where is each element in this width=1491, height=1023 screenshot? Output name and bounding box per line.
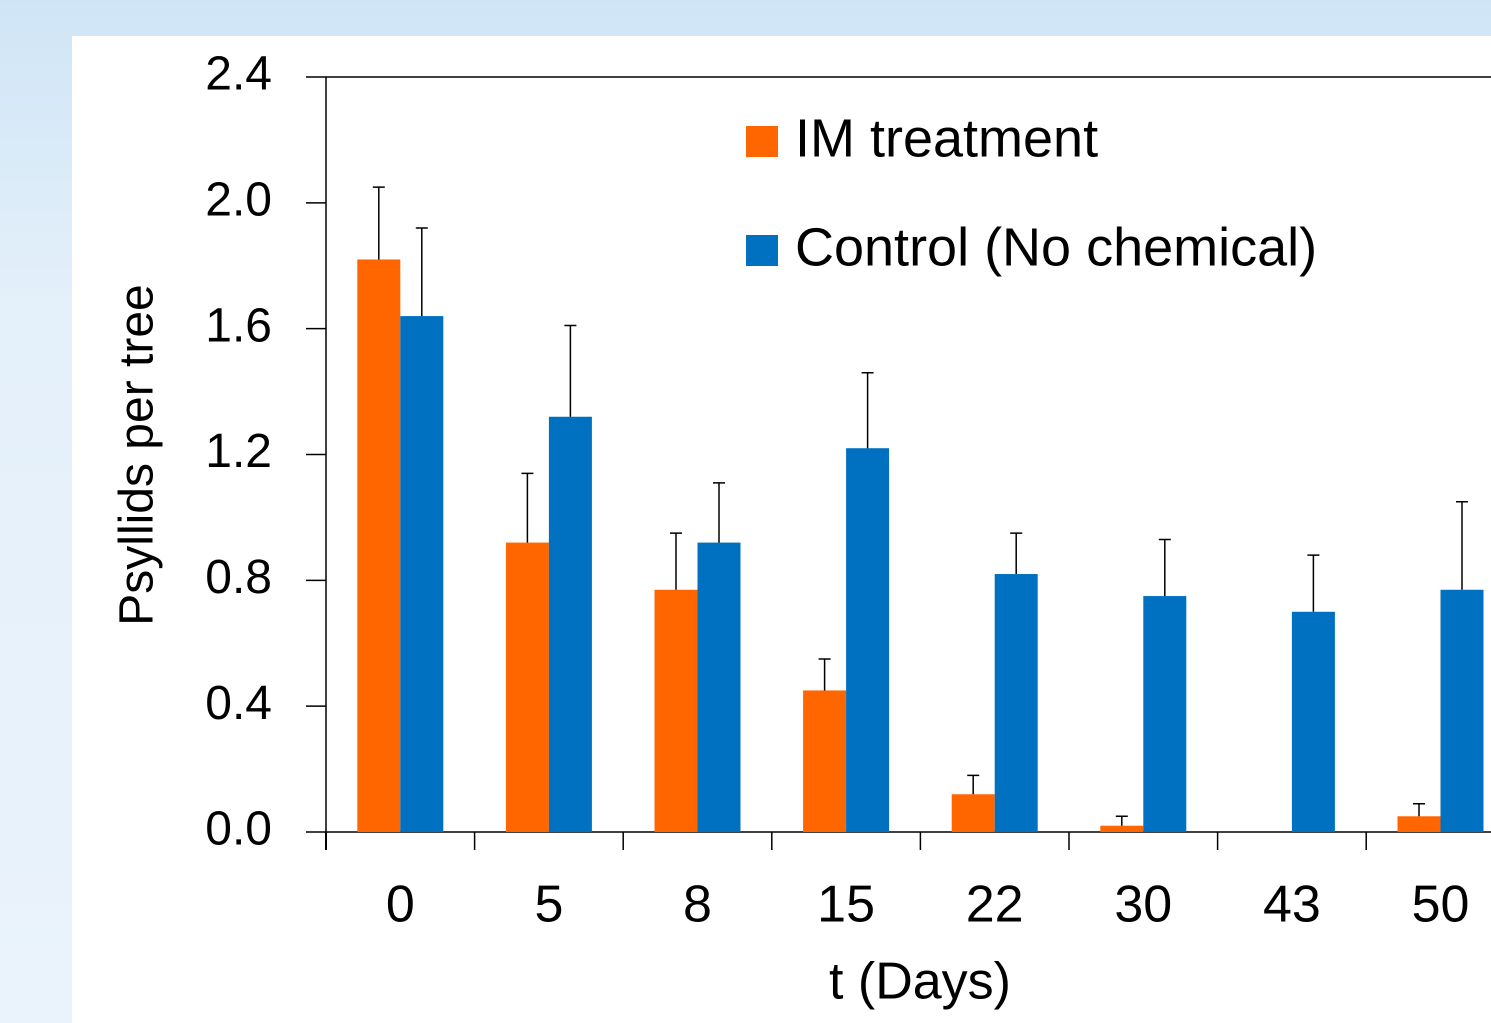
error-bar: [564, 324, 577, 417]
y-tick-label: 1.6: [205, 299, 272, 352]
error-bar: [713, 482, 725, 543]
bar: [400, 316, 444, 832]
bar: [1440, 589, 1484, 832]
chart-panel: [72, 36, 1491, 1023]
error-bar: [1115, 815, 1128, 826]
error-bar: [415, 227, 428, 317]
error-bar: [967, 774, 980, 795]
y-tick-label: 1.2: [205, 425, 272, 478]
error-bar: [372, 186, 385, 260]
error-bar: [1158, 538, 1171, 597]
error-bar: [1010, 532, 1023, 575]
bar: [1397, 816, 1441, 832]
bar: [697, 542, 741, 832]
x-tick-label: 8: [683, 876, 712, 934]
legend-swatch: [746, 235, 778, 266]
bar: [357, 259, 401, 832]
bar: [803, 690, 847, 832]
y-tick-label: 2.0: [205, 174, 272, 227]
y-axis-label: Psyllids per tree: [111, 284, 164, 625]
x-tick-label: 22: [966, 876, 1024, 934]
error-bar: [1456, 500, 1468, 590]
legend-label: Control (No chemical): [795, 217, 1317, 277]
error-bar: [861, 371, 874, 449]
bar: [1291, 611, 1335, 832]
x-tick-label: 30: [1114, 876, 1172, 934]
x-tick-label: 50: [1412, 876, 1470, 934]
y-tick-label: 0.0: [205, 803, 272, 856]
x-tick-label: 15: [817, 876, 875, 934]
y-tick-label: 2.4: [205, 48, 272, 101]
y-tick-label: 0.8: [205, 551, 272, 604]
bar: [846, 448, 890, 832]
bar: [951, 794, 995, 832]
x-tick-label: 0: [386, 876, 415, 934]
legend-label: IM treatment: [795, 108, 1098, 168]
bar: [654, 589, 698, 832]
error-bar: [1413, 802, 1425, 817]
bar: [505, 542, 549, 832]
bar: [994, 574, 1038, 832]
error-bar: [670, 532, 682, 590]
x-axis-label: t (Days): [829, 953, 1011, 1011]
x-tick-label: 5: [534, 876, 563, 934]
bar: [1143, 596, 1187, 832]
y-tick-label: 0.4: [205, 677, 272, 730]
legend-swatch: [746, 126, 778, 157]
bar: [548, 416, 592, 832]
bar: [1100, 825, 1144, 832]
error-bar: [521, 472, 534, 543]
error-bar: [818, 658, 831, 691]
error-bar: [1307, 554, 1320, 612]
x-tick-label: 43: [1263, 876, 1321, 934]
